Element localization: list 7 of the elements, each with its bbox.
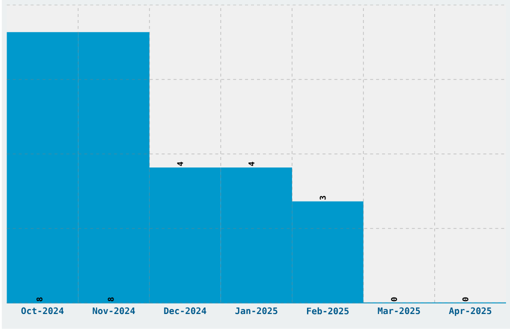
x-tick-label: Dec-2024 <box>164 308 206 314</box>
x-tick-label: Oct-2024 <box>21 308 64 314</box>
x-tick-label: Feb-2025 <box>307 308 349 314</box>
x-tick-label: Apr-2025 <box>448 308 492 316</box>
x-tick-label: Jan-2025 <box>235 308 278 314</box>
x-tick-label: Mar-2025 <box>378 308 420 314</box>
x-tick-label: Nov-2024 <box>92 308 135 314</box>
